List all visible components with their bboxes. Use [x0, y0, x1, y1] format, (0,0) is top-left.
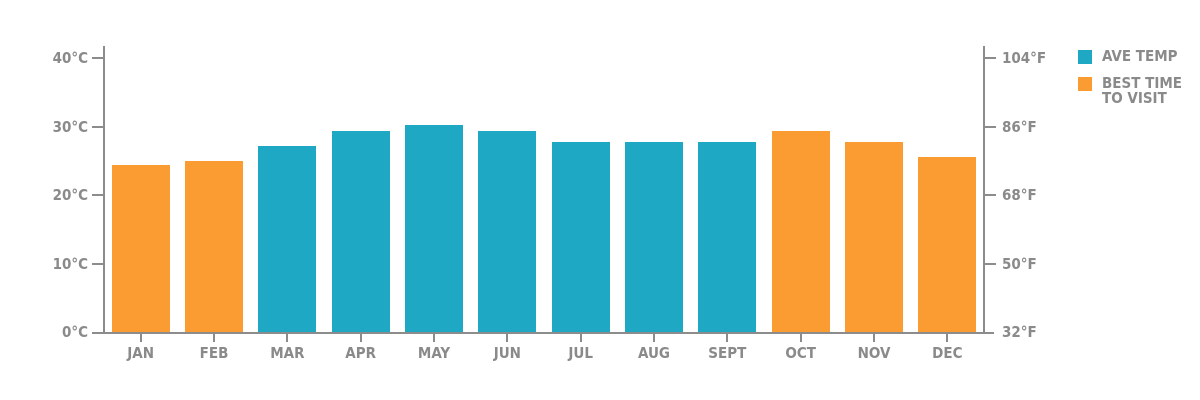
x-tick-label-may: MAY: [417, 344, 451, 362]
y-tick-label-86f: 86°F: [1002, 117, 1037, 136]
y-tick-label-50f: 50°F: [1002, 254, 1037, 273]
x-tick-may: [433, 334, 435, 342]
x-tick-dec: [946, 334, 949, 342]
x-tick-nov: [873, 334, 875, 342]
bar-jul: [551, 142, 610, 332]
bar-oct: [771, 131, 830, 332]
x-tick-label-dec: DEC: [932, 344, 963, 362]
y-axis-right-line: [983, 46, 985, 334]
y-tick-50f: [984, 262, 996, 265]
x-tick-label-nov: NOV: [857, 344, 891, 362]
bar-dec: [918, 157, 977, 332]
x-tick-mar: [286, 334, 289, 342]
x-tick-label-aug: AUG: [637, 344, 670, 362]
x-tick-jul: [579, 334, 582, 342]
bar-sept: [698, 142, 757, 332]
x-tick-apr: [359, 334, 362, 342]
y-tick-10c: [92, 262, 104, 265]
y-tick-label-40c: 40°C: [52, 49, 88, 67]
y-tick-label-30c: 30°C: [52, 117, 88, 136]
x-tick-jun: [506, 334, 509, 342]
y-tick-86f: [984, 125, 996, 128]
bar-jun: [478, 131, 537, 332]
x-tick-aug: [653, 334, 655, 342]
x-tick-label-jan: JAN: [127, 344, 155, 362]
y-tick-104f: [984, 57, 996, 59]
bar-nov: [845, 142, 903, 332]
y-tick-label-10c: 10°C: [52, 254, 88, 273]
x-axis-line: [92, 332, 994, 334]
legend-label-ave-temp: AVE TEMP: [1102, 47, 1178, 65]
x-tick-label-oct: OCT: [785, 344, 816, 362]
bar-mar: [258, 146, 317, 332]
legend-item-best-time: BEST TIME TO VISIT: [1078, 76, 1184, 106]
x-tick-label-jul: JUL: [568, 344, 593, 362]
bar-apr: [331, 131, 390, 332]
x-tick-jan: [139, 334, 142, 342]
x-tick-feb: [213, 334, 215, 342]
y-tick-label-20c: 20°C: [52, 186, 88, 204]
y-axis-left-line: [103, 46, 105, 334]
x-tick-label-sept: SEPT: [708, 344, 747, 362]
y-tick-label-32f: 32°F: [1002, 323, 1037, 341]
x-tick-sept: [726, 334, 729, 342]
y-tick-20c: [92, 194, 104, 196]
y-tick-label-68f: 68°F: [1002, 186, 1037, 204]
y-tick-30c: [92, 125, 104, 128]
y-tick-label-104f: 104°F: [1002, 49, 1047, 67]
x-tick-label-jun: JUN: [493, 344, 521, 362]
bar-feb: [185, 161, 243, 332]
y-tick-label-0c: 0°C: [61, 323, 88, 341]
bar-may: [405, 125, 463, 332]
best-time-swatch-icon: [1078, 77, 1092, 91]
x-tick-label-mar: MAR: [270, 344, 305, 362]
ave-temp-swatch-icon: [1078, 50, 1092, 64]
y-tick-40c: [92, 57, 104, 59]
y-tick-68f: [984, 194, 996, 196]
bar-aug: [625, 142, 683, 332]
x-tick-label-feb: FEB: [199, 344, 229, 362]
bar-jan: [111, 165, 170, 332]
legend-label-best-time: BEST TIME TO VISIT: [1102, 74, 1183, 107]
x-tick-label-apr: APR: [345, 344, 377, 362]
legend: AVE TEMP BEST TIME TO VISIT: [1078, 49, 1184, 118]
legend-item-ave-temp: AVE TEMP: [1078, 49, 1184, 64]
x-tick-oct: [799, 334, 802, 342]
